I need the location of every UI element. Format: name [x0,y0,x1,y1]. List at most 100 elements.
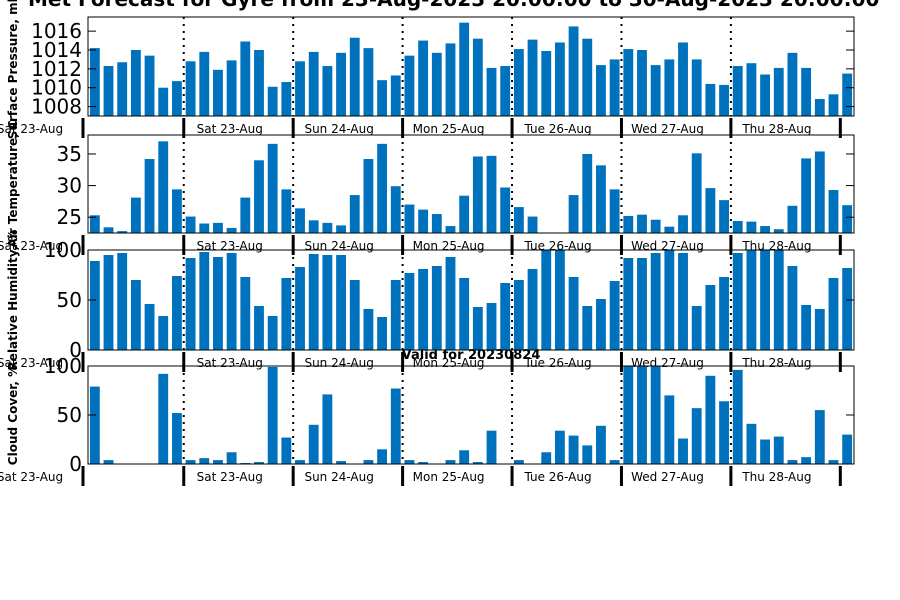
bar-p3-38 [609,460,620,464]
bar-p2-29 [486,303,497,350]
panel-frame [87,16,855,117]
y-tick-label: 50 [57,288,82,312]
bar-p2-42 [664,250,675,350]
bar-p2-1 [103,255,114,350]
bar-p1-8 [199,223,210,233]
bar-p2-11 [240,277,251,350]
bar-p2-51 [787,266,798,350]
bar-p2-38 [609,281,620,350]
bar-p0-7 [185,61,196,116]
bar-p2-18 [336,255,346,350]
bar-p0-33 [541,50,552,116]
bar-p3-5 [158,373,169,464]
bar-p0-43 [678,42,688,116]
y-tick-label: 100 [44,238,82,262]
bar-p0-14 [281,82,292,116]
bar-p2-5 [158,316,169,350]
bar-p3-52 [801,457,812,464]
bar-p1-30 [500,187,511,233]
bar-p0-50 [773,67,784,116]
y-tick-label: 100 [44,354,82,378]
bar-p3-16 [308,424,319,464]
day-label: Sat 23-Aug [197,356,263,370]
bar-p0-5 [158,87,169,116]
bar-p2-43 [678,253,688,350]
day-label: Wed 27-Aug [631,470,704,484]
day-label: Mon 25-Aug [413,239,485,253]
day-label: Sun 24-Aug [304,470,373,484]
bar-p2-0 [89,261,100,350]
day-label: Thu 28-Aug [741,470,811,484]
bar-p0-31 [513,49,524,116]
y-tick-label: 25 [57,205,82,229]
bar-p1-11 [240,197,251,233]
bar-p1-45 [705,188,716,233]
day-label: Thu 28-Aug [741,356,811,370]
bar-p3-15 [295,460,305,464]
bar-p2-27 [459,278,470,350]
bar-p2-24 [418,269,429,350]
bar-p2-10 [226,253,237,350]
bar-p0-1 [103,66,114,116]
bar-p2-31 [513,280,524,350]
bar-p3-26 [445,460,456,464]
bar-p1-7 [185,216,196,233]
day-label: Tue 26-Aug [523,122,591,136]
y-tick-label: 0 [69,338,82,362]
bar-p0-39 [623,49,634,116]
bar-p1-2 [117,231,128,233]
bar-p3-34 [554,430,565,464]
bar-p3-29 [486,430,497,464]
bar-p2-2 [117,253,128,350]
bar-p0-35 [568,26,579,116]
bar-p1-19 [349,195,360,233]
bar-p3-44 [691,408,702,464]
bar-p0-45 [705,83,716,116]
bar-p2-47 [732,253,743,350]
bar-p1-31 [513,207,524,233]
bar-p3-43 [678,438,688,464]
bar-p0-0 [89,48,100,116]
bar-p1-13 [267,143,278,233]
y-tick-label: 0 [69,452,82,476]
bar-p3-55 [842,434,853,464]
bar-p2-21 [377,317,388,350]
bar-p2-15 [295,267,305,350]
bar-p3-8 [199,458,210,464]
bar-p1-24 [418,209,429,233]
bar-p3-49 [760,439,771,464]
bar-p1-32 [527,216,538,233]
bar-p1-18 [336,225,346,233]
bar-p2-44 [691,306,702,350]
bar-p0-29 [486,67,497,116]
bar-p0-53 [814,99,825,116]
bar-p2-16 [308,254,319,350]
bar-p1-23 [404,204,415,233]
bar-p3-45 [705,375,716,464]
day-label: Wed 27-Aug [631,122,704,136]
bar-p2-53 [814,309,825,350]
bar-p1-27 [459,195,470,233]
bar-p2-39 [623,258,634,350]
bar-p1-4 [144,159,155,233]
bar-p2-17 [322,255,333,350]
bar-p1-0 [89,215,100,233]
bar-p2-46 [719,277,729,350]
bar-p2-14 [281,278,292,350]
bar-p2-22 [390,280,401,350]
bar-p0-34 [554,42,565,116]
bar-p1-14 [281,189,292,233]
bar-p1-25 [431,214,442,233]
bar-p0-26 [445,43,456,116]
bar-p1-48 [746,221,757,233]
bar-p1-21 [377,143,388,233]
bar-p3-20 [363,460,374,464]
bar-p0-44 [691,59,702,116]
bar-p1-29 [486,155,497,233]
bar-p3-12 [254,462,264,464]
bar-p0-38 [609,59,620,116]
bar-p3-17 [322,394,333,464]
bar-p3-21 [377,449,388,464]
bar-p1-42 [664,226,675,233]
bar-p2-26 [445,257,456,350]
